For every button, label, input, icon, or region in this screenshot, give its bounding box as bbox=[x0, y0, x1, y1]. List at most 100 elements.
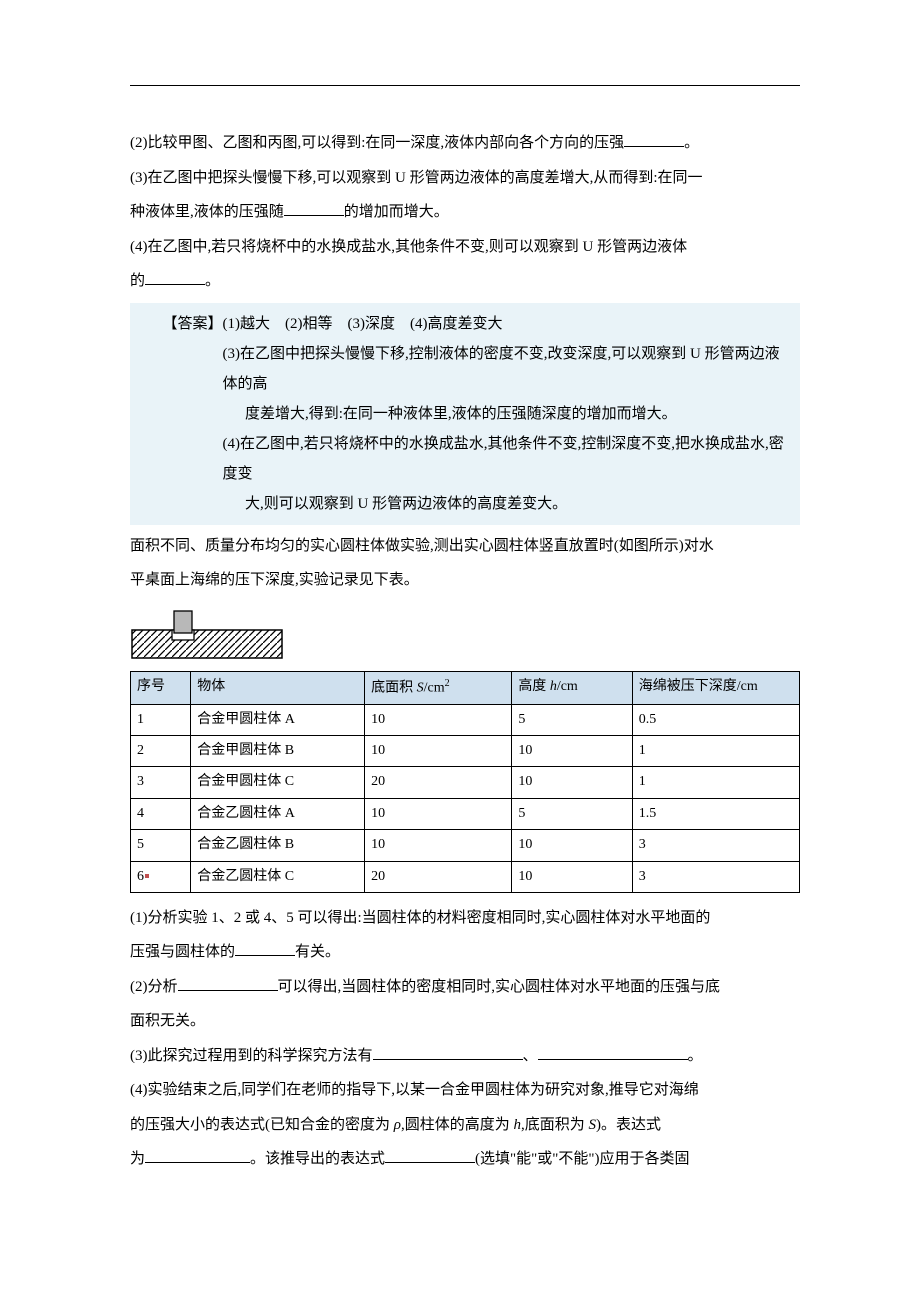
answer-line4a: (4)在乙图中,若只将烧杯中的水换成盐水,其他条件不变,控制深度不变,把水换成盐… bbox=[140, 429, 790, 489]
lower-q1b-text: 压强与圆柱体的 bbox=[130, 944, 235, 960]
blank bbox=[385, 1146, 475, 1164]
question-4-line2: 的。 bbox=[130, 264, 800, 299]
table-cell: 5 bbox=[131, 830, 191, 861]
table-header-row: 序号 物体 底面积 S/cm2 高度 h/cm 海绵被压下深度/cm bbox=[131, 671, 800, 704]
lower-q1-line1: (1)分析实验 1、2 或 4、5 可以得出:当圆柱体的材料密度相同时,实心圆柱… bbox=[130, 901, 800, 936]
table-cell: 5 bbox=[512, 704, 632, 735]
blank bbox=[145, 268, 205, 286]
experiment-data-table: 序号 物体 底面积 S/cm2 高度 h/cm 海绵被压下深度/cm 1合金甲圆… bbox=[130, 671, 800, 893]
lower-q4c-tail: (选填"能"或"不能")应用于各类固 bbox=[475, 1151, 689, 1167]
lower-q4-line2: 的压强大小的表达式(已知合金的密度为 ρ,圆柱体的高度为 h,底面积为 S)。表… bbox=[130, 1108, 800, 1143]
S-symbol: S bbox=[588, 1117, 596, 1133]
blank bbox=[284, 199, 344, 217]
table-cell: 20 bbox=[365, 861, 512, 892]
table-cell: 20 bbox=[365, 767, 512, 798]
lower-q3: (3)此探究过程用到的科学探究方法有 、 。 bbox=[130, 1039, 800, 1074]
table-cell: 10 bbox=[512, 735, 632, 766]
answer-box: 【答案】(1)越大 (2)相等 (3)深度 (4)高度差变大 (3)在乙图中把探… bbox=[130, 303, 800, 525]
table-cell: 1.5 bbox=[632, 798, 799, 829]
document-page: (2)比较甲图、乙图和丙图,可以得到:在同一深度,液体内部向各个方向的压强。 (… bbox=[0, 0, 920, 1237]
col-header-depth: 海绵被压下深度/cm bbox=[632, 671, 799, 704]
table-cell: 10 bbox=[365, 830, 512, 861]
lower-q4b-mid2: ,底面积为 bbox=[521, 1117, 589, 1133]
lower-q2a-tail: 可以得出,当圆柱体的密度相同时,实心圆柱体对水平地面的压强与底 bbox=[278, 979, 721, 995]
question-4b-tail: 。 bbox=[205, 273, 220, 289]
table-cell: 10 bbox=[365, 704, 512, 735]
question-3b-text: 种液体里,液体的压强随 bbox=[130, 204, 284, 220]
cylinder-on-sponge-diagram bbox=[130, 608, 290, 663]
col-header-area: 底面积 S/cm2 bbox=[365, 671, 512, 704]
blank bbox=[145, 1146, 250, 1164]
answer-line1: 【答案】(1)越大 (2)相等 (3)深度 (4)高度差变大 bbox=[140, 309, 790, 339]
lower-q3-text: (3)此探究过程用到的科学探究方法有 bbox=[130, 1048, 373, 1064]
table-row: 6合金乙圆柱体 C20103 bbox=[131, 861, 800, 892]
table-cell: 合金乙圆柱体 B bbox=[191, 830, 365, 861]
col-header-height-pre: 高度 bbox=[518, 679, 550, 694]
table-row: 3合金甲圆柱体 C20101 bbox=[131, 767, 800, 798]
top-horizontal-rule bbox=[130, 85, 800, 86]
table-cell: 10 bbox=[365, 798, 512, 829]
col-header-height-h: h bbox=[550, 679, 557, 694]
table-cell: 1 bbox=[632, 735, 799, 766]
table-row: 1合金甲圆柱体 A1050.5 bbox=[131, 704, 800, 735]
col-header-seq: 序号 bbox=[131, 671, 191, 704]
lower-q4b-mid1: ,圆柱体的高度为 bbox=[401, 1117, 514, 1133]
lower-q3-tail: 。 bbox=[688, 1048, 703, 1064]
blank bbox=[373, 1042, 523, 1060]
answer-line4b: 大,则可以观察到 U 形管两边液体的高度差变大。 bbox=[140, 489, 790, 519]
table-row: 2合金甲圆柱体 B10101 bbox=[131, 735, 800, 766]
col-header-object: 物体 bbox=[191, 671, 365, 704]
table-cell: 10 bbox=[512, 861, 632, 892]
lower-q4c-pre: 为 bbox=[130, 1151, 145, 1167]
lower-q4-line3: 为 。该推导出的表达式 (选填"能"或"不能")应用于各类固 bbox=[130, 1142, 800, 1177]
intro-line2: 平桌面上海绵的压下深度,实验记录见下表。 bbox=[130, 563, 800, 598]
question-2-text: (2)比较甲图、乙图和丙图,可以得到:在同一深度,液体内部向各个方向的压强 bbox=[130, 135, 624, 151]
question-2: (2)比较甲图、乙图和丙图,可以得到:在同一深度,液体内部向各个方向的压强 。 bbox=[130, 126, 800, 161]
lower-q4b-post: )。表达式 bbox=[596, 1117, 661, 1133]
col-header-area-pre: 底面积 bbox=[371, 680, 417, 695]
question-2-tail: 。 bbox=[684, 135, 699, 151]
lower-q3-mid: 、 bbox=[523, 1048, 538, 1064]
lower-q2-line2: 面积无关。 bbox=[130, 1004, 800, 1039]
question-4b-text: 的 bbox=[130, 273, 145, 289]
table-cell: 5 bbox=[512, 798, 632, 829]
table-cell: 合金乙圆柱体 C bbox=[191, 861, 365, 892]
table-cell: 10 bbox=[512, 830, 632, 861]
table-cell: 合金甲圆柱体 B bbox=[191, 735, 365, 766]
lower-q4c-mid: 。该推导出的表达式 bbox=[250, 1151, 385, 1167]
col-header-area-S: S bbox=[417, 680, 424, 695]
col-header-height-unit: /cm bbox=[557, 679, 578, 694]
table-cell: 3 bbox=[632, 861, 799, 892]
question-3-line1: (3)在乙图中把探头慢慢下移,可以观察到 U 形管两边液体的高度差增大,从而得到… bbox=[130, 161, 800, 196]
blank bbox=[538, 1042, 688, 1060]
table-cell: 1 bbox=[131, 704, 191, 735]
table-cell: 4 bbox=[131, 798, 191, 829]
question-3b-tail: 的增加而增大。 bbox=[344, 204, 449, 220]
table-cell: 0.5 bbox=[632, 704, 799, 735]
table-body: 1合金甲圆柱体 A1050.52合金甲圆柱体 B101013合金甲圆柱体 C20… bbox=[131, 704, 800, 892]
blank bbox=[178, 973, 278, 991]
table-cell: 10 bbox=[512, 767, 632, 798]
h-symbol: h bbox=[513, 1117, 521, 1133]
col-header-area-unit: /cm bbox=[424, 680, 445, 695]
intro-line1: 面积不同、质量分布均匀的实心圆柱体做实验,测出实心圆柱体竖直放置时(如图所示)对… bbox=[130, 529, 800, 564]
col-header-area-sup: 2 bbox=[445, 678, 450, 689]
answer-line3a: (3)在乙图中把探头慢慢下移,控制液体的密度不变,改变深度,可以观察到 U 形管… bbox=[140, 339, 790, 399]
table-cell: 3 bbox=[131, 767, 191, 798]
table-cell: 6 bbox=[131, 861, 191, 892]
table-cell: 2 bbox=[131, 735, 191, 766]
lower-q1-line2: 压强与圆柱体的 有关。 bbox=[130, 935, 800, 970]
table-cell: 合金甲圆柱体 A bbox=[191, 704, 365, 735]
lower-q2-line1: (2)分析 可以得出,当圆柱体的密度相同时,实心圆柱体对水平地面的压强与底 bbox=[130, 970, 800, 1005]
lower-q2a-text: (2)分析 bbox=[130, 979, 178, 995]
table-cell: 合金甲圆柱体 C bbox=[191, 767, 365, 798]
table-row: 5合金乙圆柱体 B10103 bbox=[131, 830, 800, 861]
lower-q1b-tail: 有关。 bbox=[295, 944, 340, 960]
answer-line3b: 度差增大,得到:在同一种液体里,液体的压强随深度的增加而增大。 bbox=[140, 399, 790, 429]
table-cell: 1 bbox=[632, 767, 799, 798]
blank bbox=[235, 939, 295, 957]
table-row: 4合金乙圆柱体 A1051.5 bbox=[131, 798, 800, 829]
question-4-line1: (4)在乙图中,若只将烧杯中的水换成盐水,其他条件不变,则可以观察到 U 形管两… bbox=[130, 230, 800, 265]
table-cell: 10 bbox=[365, 735, 512, 766]
table-cell: 合金乙圆柱体 A bbox=[191, 798, 365, 829]
